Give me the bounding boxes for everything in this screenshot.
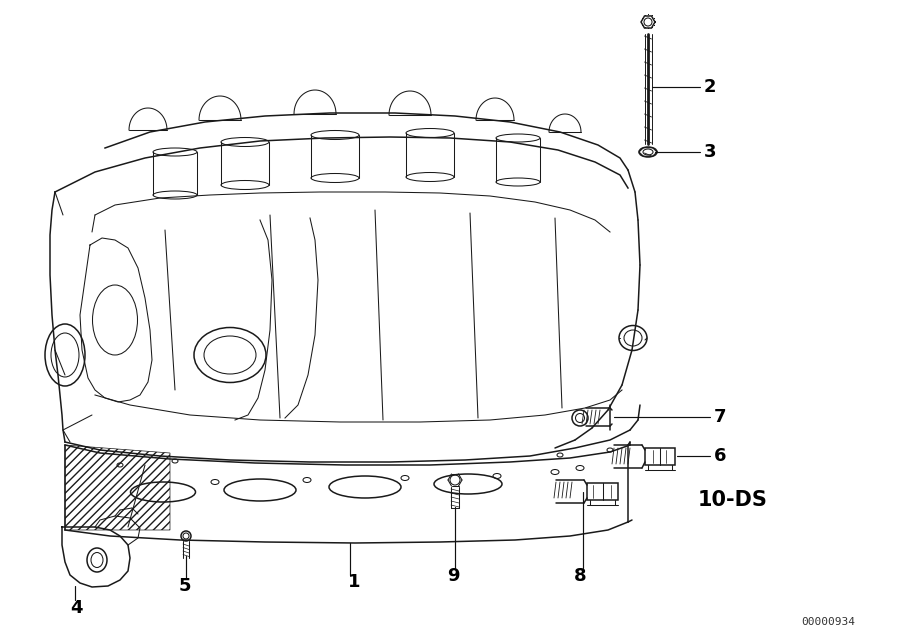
Text: 7: 7 (714, 408, 726, 426)
Text: 3: 3 (704, 143, 716, 161)
Text: 1: 1 (348, 573, 361, 591)
Text: 2: 2 (704, 78, 716, 96)
Text: 5: 5 (179, 577, 192, 595)
Text: 6: 6 (714, 447, 726, 465)
Text: 10-DS: 10-DS (698, 490, 768, 510)
Text: 4: 4 (70, 599, 83, 617)
Text: 00000934: 00000934 (801, 617, 855, 627)
Text: 9: 9 (447, 567, 460, 585)
Text: 8: 8 (574, 567, 587, 585)
